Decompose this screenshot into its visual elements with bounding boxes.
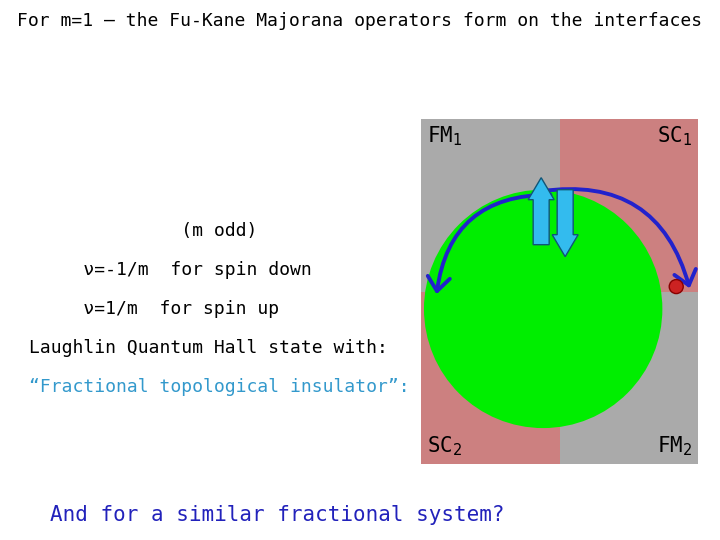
Bar bbox=[421, 119, 560, 292]
Circle shape bbox=[424, 190, 662, 428]
Bar bbox=[421, 292, 560, 464]
Text: (m odd): (m odd) bbox=[29, 222, 257, 240]
FancyArrowPatch shape bbox=[428, 194, 550, 291]
Text: Laughlin Quantum Hall state with:: Laughlin Quantum Hall state with: bbox=[29, 339, 387, 357]
FancyArrow shape bbox=[528, 178, 554, 245]
Bar bbox=[560, 292, 698, 464]
FancyArrowPatch shape bbox=[541, 189, 696, 285]
Text: SC$_2$: SC$_2$ bbox=[427, 435, 462, 458]
Bar bbox=[560, 119, 698, 292]
Text: “Fractional topological insulator”:: “Fractional topological insulator”: bbox=[29, 378, 410, 396]
FancyArrow shape bbox=[552, 190, 578, 256]
Text: ν=-1/m  for spin down: ν=-1/m for spin down bbox=[29, 261, 312, 279]
Text: FM$_2$: FM$_2$ bbox=[657, 435, 693, 458]
Text: And for a similar fractional system?: And for a similar fractional system? bbox=[50, 505, 505, 525]
Text: SC$_1$: SC$_1$ bbox=[657, 125, 693, 148]
Circle shape bbox=[669, 280, 683, 294]
Text: ν=1/m  for spin up: ν=1/m for spin up bbox=[29, 300, 279, 318]
Text: For m=1 – the Fu-Kane Majorana operators form on the interfaces: For m=1 – the Fu-Kane Majorana operators… bbox=[17, 12, 703, 30]
Text: FM$_1$: FM$_1$ bbox=[427, 125, 462, 148]
